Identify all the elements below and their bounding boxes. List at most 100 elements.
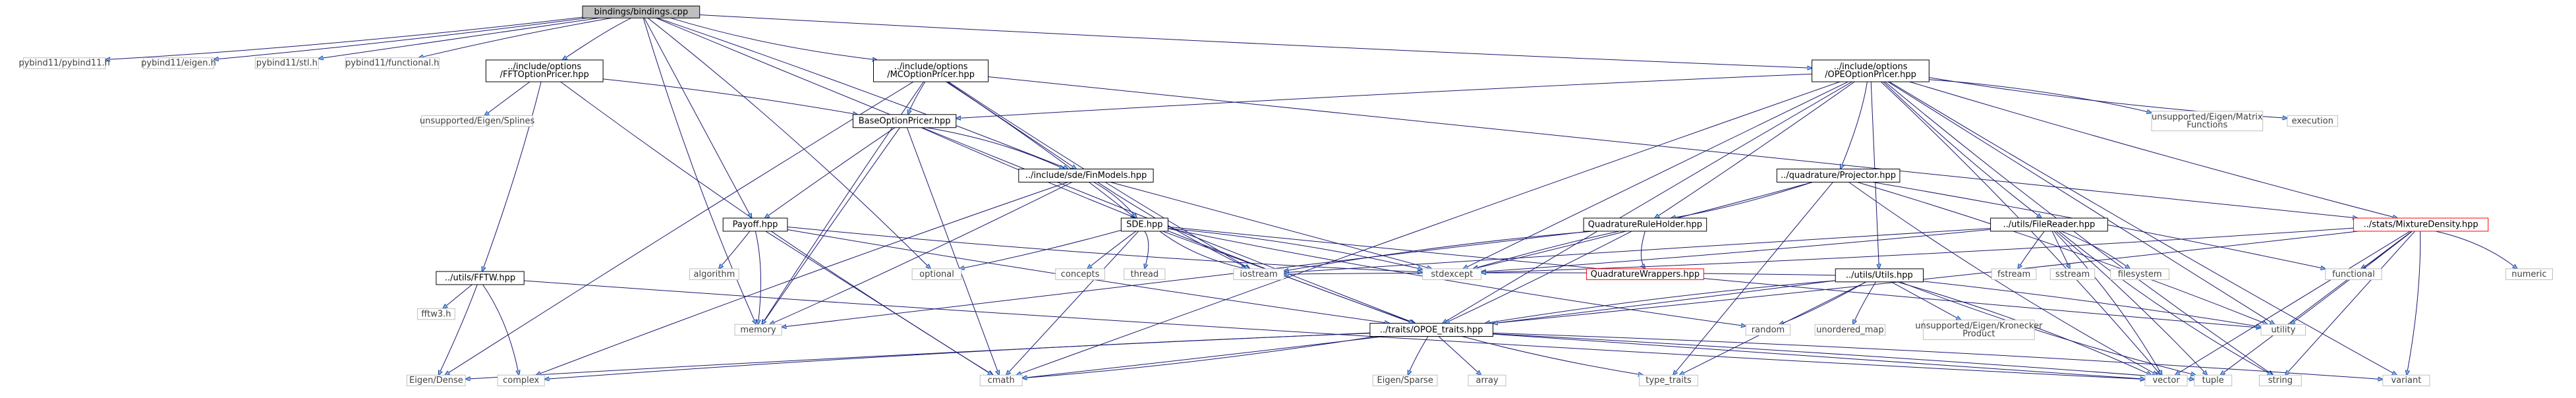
edge-sde-to-cmath [1006, 231, 1139, 375]
node-fft[interactable]: ../include/options/FFTOptionPricer.hpp [485, 59, 604, 82]
edges-layer [105, 14, 2517, 380]
edge-ope-to-filereader [1883, 81, 2042, 218]
node-payoff[interactable]: Payoff.hpp [722, 217, 788, 232]
node-box [1922, 320, 2035, 341]
node-box [1120, 217, 1168, 232]
node-label: unordered_map [1816, 325, 1884, 335]
node-utility: utility [2260, 324, 2306, 336]
node-tuple: tuple [2194, 374, 2233, 387]
node-functional: functional [2325, 268, 2382, 280]
node-complex: complex [497, 374, 545, 387]
edge-filereader-to-vector [2053, 231, 2162, 375]
node-root[interactable]: bindings/bindings.cpp [582, 5, 701, 18]
node-filereader[interactable]: ../utils/FileReader.hpp [1990, 217, 2108, 232]
edge-mixture-to-stdexcept [1481, 227, 2354, 273]
edge-root-to-mco [670, 17, 878, 60]
edge-ope-to-utility [1887, 81, 2275, 324]
node-traits[interactable]: ../traits/OPOE_traits.hpp [1369, 323, 1493, 337]
edge-filereader-to-tuple [2055, 231, 2208, 375]
node-stdexcept: stdexcept [1422, 268, 1482, 280]
edge-utils-to-tuple [1900, 281, 2196, 375]
edge-mixture-to-variant [2407, 231, 2421, 375]
node-label: QuadratureWrappers.hpp [1591, 270, 1700, 279]
node-box [1055, 268, 1105, 280]
edge-fftw-to-fftw3 [443, 284, 472, 308]
node-label: Functions [2187, 120, 2227, 130]
node-box [2325, 268, 2382, 280]
edge-sde-to-concepts [1087, 231, 1137, 269]
edge-traits-to-tuple [1493, 333, 2194, 380]
edge-qrh-to-memory [782, 231, 1590, 327]
edge-traits-to-vector [1493, 333, 2145, 379]
node-label: random [1752, 325, 1785, 335]
node-label: pybind11/pybind11.h [18, 59, 109, 69]
node-algorithm: algorithm [689, 268, 739, 280]
node-label: complex [503, 376, 539, 385]
edge-payoff-to-stdexcept [787, 226, 1423, 272]
node-box [1745, 324, 1791, 336]
edge-filereader-to-stdexcept [1481, 229, 1991, 271]
edge-traits-to-variant [1493, 332, 2382, 379]
edge-filereader-to-sstream [2051, 231, 2070, 269]
edge-utils-to-utility [1923, 281, 2261, 327]
node-box [2353, 217, 2489, 232]
node-sde[interactable]: SDE.hpp [1120, 217, 1168, 232]
edge-traits-to-complex [544, 333, 1370, 380]
node-fftw3: fftw3.h [416, 308, 455, 320]
edge-root-to-pybfunc [418, 17, 612, 57]
node-base[interactable]: BaseOptionPricer.hpp [852, 114, 957, 128]
node-mixture[interactable]: ../stats/MixtureDensity.hpp [2353, 217, 2489, 232]
node-mco[interactable]: ../include/options/MCOptionPricer.hpp [873, 59, 989, 82]
edge-ope-to-mixture [1909, 81, 2397, 218]
node-box [689, 268, 739, 280]
node-ope[interactable]: ../include/options/OPEOptionPricer.hpp [1812, 59, 1930, 82]
node-cmath: cmath [979, 374, 1023, 387]
edge-sde-to-iostream [1159, 231, 1246, 269]
edge-mco-to-sde [946, 81, 1135, 218]
node-label: SDE.hpp [1126, 220, 1162, 230]
edge-qrh-to-traits [1445, 231, 1632, 324]
node-label: unsupported/Eigen/Kronecker [1915, 321, 2043, 331]
node-label: Product [1962, 329, 1995, 339]
edge-finmodels-to-iostream [1097, 181, 1249, 269]
edge-mixture-to-traits [1493, 231, 2360, 324]
node-box [2110, 268, 2169, 280]
edge-mixture-to-tuple [2220, 231, 2413, 375]
node-box [1422, 268, 1482, 280]
edge-mco-to-mixture [988, 76, 2358, 219]
node-box [1990, 217, 2108, 232]
node-label: pybind11/functional.h [345, 59, 439, 69]
node-box [2505, 268, 2553, 280]
node-label: functional [2332, 270, 2375, 279]
node-box [416, 308, 455, 320]
edge-ope-to-traits [1443, 81, 1852, 324]
node-label: iostream [1240, 270, 1278, 279]
node-label: ../quadrature/Projector.hpp [1781, 171, 1896, 181]
edge-root-to-ope [699, 14, 1812, 69]
edge-ope-to-base [956, 73, 1812, 118]
node-pybstl: pybind11/stl.h [254, 57, 319, 69]
node-fstream: fstream [1991, 268, 2037, 280]
node-eigensparse: Eigen/Sparse [1372, 374, 1438, 387]
node-label: tuple [2202, 376, 2224, 385]
node-box [421, 115, 534, 127]
edge-qrh-to-stdexcept [1474, 231, 1620, 269]
node-box [1583, 217, 1707, 232]
node-fftw[interactable]: ../utils/FFTW.hpp [436, 271, 525, 285]
node-qproj[interactable]: ../quadrature/Projector.hpp [1776, 169, 1901, 183]
node-qwrap[interactable]: QuadratureWrappers.hpp [1586, 268, 1704, 280]
node-label: memory [740, 325, 776, 335]
node-utils[interactable]: ../utils/Utils.hpp [1835, 268, 1924, 283]
node-label: ../stats/MixtureDensity.hpp [2364, 220, 2478, 230]
node-box [1835, 268, 1924, 283]
node-finmodels[interactable]: ../include/sde/FinModels.hpp [1018, 169, 1154, 183]
node-label: /FFTOptionPricer.hpp [500, 70, 589, 80]
edge-fftw-to-complex [482, 284, 519, 375]
node-label: ../include/options [1833, 62, 1907, 72]
edge-payoff-to-memory [755, 231, 760, 325]
node-qrh[interactable]: QuadratureRuleHolder.hpp [1583, 217, 1707, 232]
node-label: ../include/options [894, 62, 968, 72]
node-box [2151, 111, 2264, 132]
edge-filereader-to-iostream [1284, 228, 1991, 273]
node-random: random [1745, 324, 1791, 336]
